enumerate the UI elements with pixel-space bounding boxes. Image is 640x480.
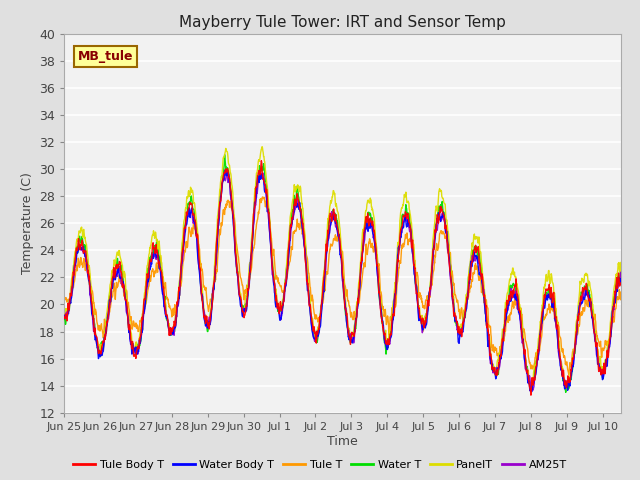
Legend: Tule Body T, Water Body T, Tule T, Water T, PanelT, AM25T: Tule Body T, Water Body T, Tule T, Water…: [68, 456, 572, 474]
Title: Mayberry Tule Tower: IRT and Sensor Temp: Mayberry Tule Tower: IRT and Sensor Temp: [179, 15, 506, 30]
Text: MB_tule: MB_tule: [78, 50, 133, 63]
Y-axis label: Temperature (C): Temperature (C): [20, 172, 33, 274]
X-axis label: Time: Time: [327, 434, 358, 448]
